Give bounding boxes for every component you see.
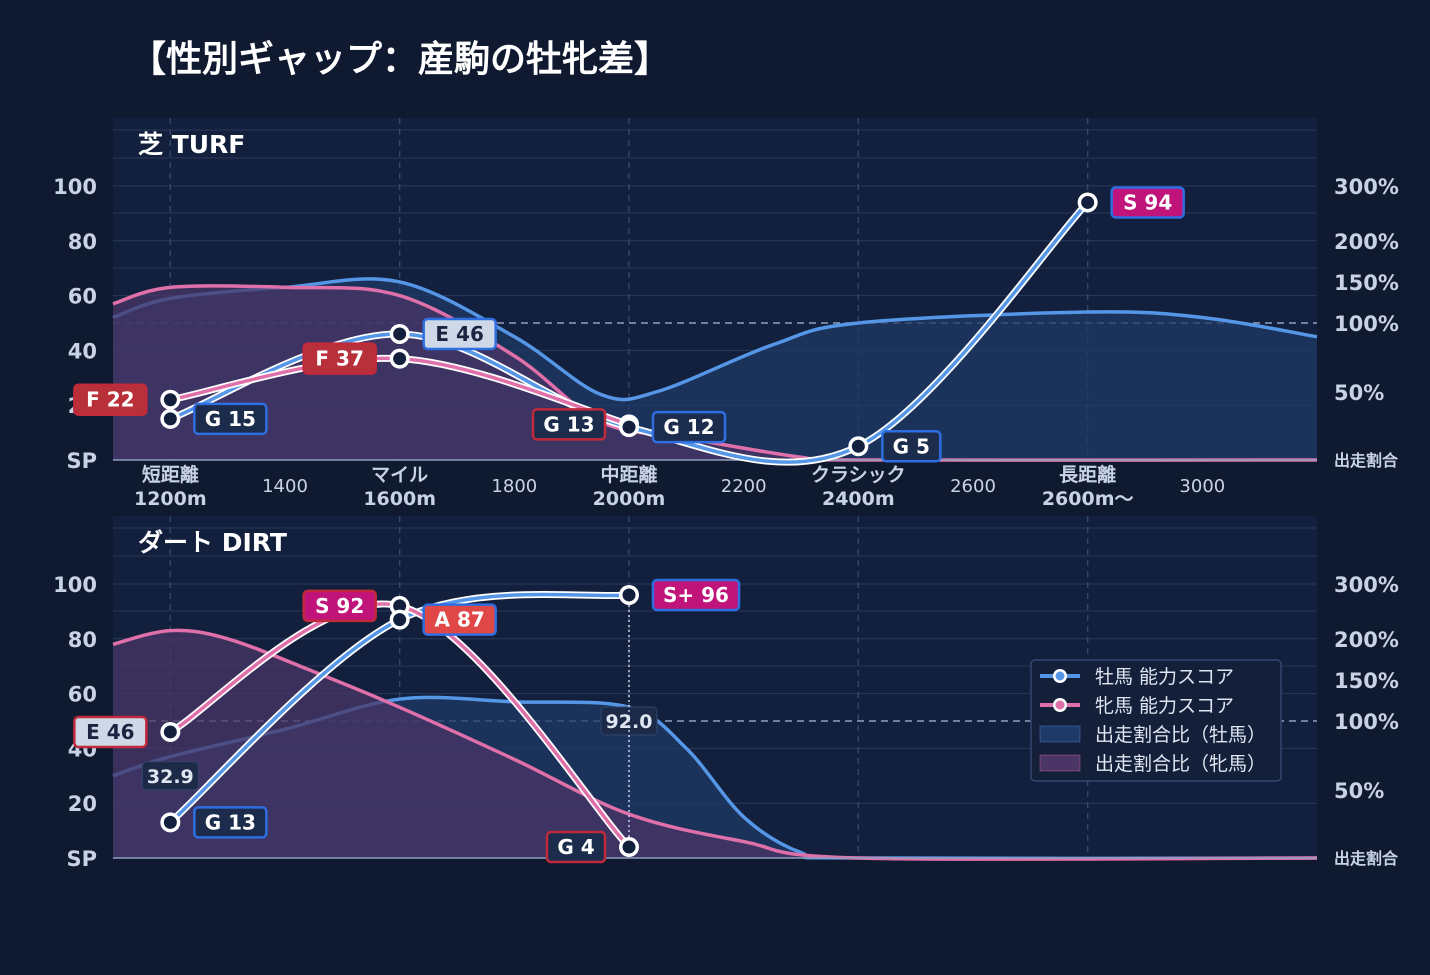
male-grade-label: G 5 xyxy=(893,434,930,458)
legend-label: 牝馬 能力スコア xyxy=(1095,695,1234,717)
male-score-point-center xyxy=(622,588,636,602)
female-score-point-center xyxy=(163,393,177,407)
male-grade-badge xyxy=(193,806,268,839)
x-tick-label: 長距離 xyxy=(1059,463,1116,486)
y-right-tick-label: 出走割合 xyxy=(1334,451,1399,470)
female-grade-label: F 37 xyxy=(315,347,363,371)
legend-label: 出走割合比（牝馬） xyxy=(1095,753,1266,775)
y-left-tick-label: 80 xyxy=(68,628,97,652)
legend-label: 牡馬 能力スコア xyxy=(1095,666,1234,688)
male-grade-badge xyxy=(193,402,268,436)
male-grade-label: A 87 xyxy=(435,608,485,632)
male-grade-label: S+ 96 xyxy=(663,583,729,607)
y-right-tick-label: 200% xyxy=(1334,628,1399,652)
male-score-point-center xyxy=(393,327,407,341)
x-tick-label: マイル xyxy=(371,464,428,486)
x-tick-label: 2000m xyxy=(593,488,666,510)
x-tick-label: 2600 xyxy=(950,476,996,497)
female-grade-badge xyxy=(73,715,148,749)
female-grade-label: G 4 xyxy=(557,835,594,859)
y-left-tick-label: 20 xyxy=(68,792,97,816)
male-grade-badge xyxy=(651,410,727,444)
female-grade-label: S 92 xyxy=(315,594,364,618)
female-grade-label: F 22 xyxy=(86,388,134,412)
legend-label: 出走割合比（牡馬） xyxy=(1095,724,1266,746)
panel-turf: 芝 TURF10080604020SP300%200%150%100%50%出走… xyxy=(53,118,1399,510)
female-ratio-area xyxy=(113,285,1317,461)
female-ratio-area xyxy=(113,630,1317,860)
female-grade-label: G 13 xyxy=(543,412,594,436)
y-left-tick-label: 100 xyxy=(53,175,97,199)
male-score-point-center xyxy=(1081,195,1095,209)
value-label: 92.0 xyxy=(606,711,653,733)
y-right-tick-label: 150% xyxy=(1334,669,1399,693)
female-score-point-center xyxy=(393,352,407,366)
male-grade-badge xyxy=(881,430,942,463)
y-right-tick-label: 50% xyxy=(1334,779,1384,803)
female-score-point-center xyxy=(622,840,636,854)
male-score-point-center xyxy=(393,613,407,627)
male-score-point-center xyxy=(163,412,177,426)
female-grade-badge xyxy=(302,342,377,375)
x-tick-label: 2200 xyxy=(721,476,767,497)
female-grade-badge xyxy=(545,830,607,864)
y-right-tick-label: 100% xyxy=(1334,710,1399,734)
male-grade-label: G 13 xyxy=(205,810,256,834)
x-tick-label: 1600m xyxy=(363,488,436,510)
male-grade-badge xyxy=(422,317,497,351)
y-right-tick-label: 150% xyxy=(1334,271,1399,295)
y-left-tick-label: SP xyxy=(66,847,97,871)
female-grade-badge xyxy=(73,383,148,416)
y-left-tick-label: 60 xyxy=(68,285,97,309)
panel-label: ダート DIRT xyxy=(138,528,287,557)
panel-dirt: ダート DIRT10080604020SP300%200%150%100%50%… xyxy=(53,516,1399,871)
x-tick-label: 1200m xyxy=(134,488,207,510)
y-right-tick-label: 50% xyxy=(1334,381,1384,405)
male-grade-label: S 94 xyxy=(1123,190,1172,214)
male-grade-badge xyxy=(1110,186,1185,219)
value-label-box xyxy=(141,761,199,791)
y-left-tick-label: 80 xyxy=(68,230,97,254)
male-grade-label: G 15 xyxy=(205,407,256,431)
legend-swatch-point-center xyxy=(1055,700,1065,710)
y-right-tick-label: 300% xyxy=(1334,175,1399,199)
female-grade-label: E 46 xyxy=(86,720,134,744)
male-score-point-center xyxy=(622,420,636,434)
female-grade-badge xyxy=(302,589,377,623)
x-tick-label: クラシック xyxy=(811,464,906,486)
male-score-point-center xyxy=(163,815,177,829)
legend-swatch-area xyxy=(1039,725,1081,743)
y-right-tick-label: 100% xyxy=(1334,312,1399,336)
chart-title: 【性別ギャップ：産駒の牡牝差】 xyxy=(130,39,671,80)
y-left-tick-label: SP xyxy=(66,449,97,473)
legend-box xyxy=(1030,659,1282,782)
female-grade-badge xyxy=(531,408,607,441)
panel-label: 芝 TURF xyxy=(138,130,245,159)
x-tick-label: 3000 xyxy=(1179,476,1225,497)
female-score-point-center xyxy=(393,599,407,613)
x-tick-label: 中距離 xyxy=(600,463,657,486)
legend-swatch-area xyxy=(1039,754,1081,772)
female-score-point-center xyxy=(163,725,177,739)
x-tick-label: 2400m xyxy=(822,488,895,510)
x-tick-label: 1400 xyxy=(262,476,308,497)
y-right-tick-label: 300% xyxy=(1334,573,1399,597)
legend-swatch-point-center xyxy=(1055,671,1065,681)
y-left-tick-label: 60 xyxy=(68,683,97,707)
male-grade-label: G 12 xyxy=(663,415,714,439)
male-grade-badge xyxy=(651,578,741,612)
male-grade-badge xyxy=(422,603,497,636)
x-tick-label: 2600m〜 xyxy=(1042,488,1134,510)
x-tick-label: 1800 xyxy=(491,476,537,497)
male-grade-label: E 46 xyxy=(435,322,483,346)
y-left-tick-label: 100 xyxy=(53,573,97,597)
value-label: 32.9 xyxy=(147,766,194,788)
x-tick-label: 短距離 xyxy=(142,463,199,486)
y-left-tick-label: 40 xyxy=(68,339,97,363)
y-right-tick-label: 200% xyxy=(1334,230,1399,254)
y-right-tick-label: 出走割合 xyxy=(1334,849,1399,868)
male-score-point-center xyxy=(851,439,865,453)
